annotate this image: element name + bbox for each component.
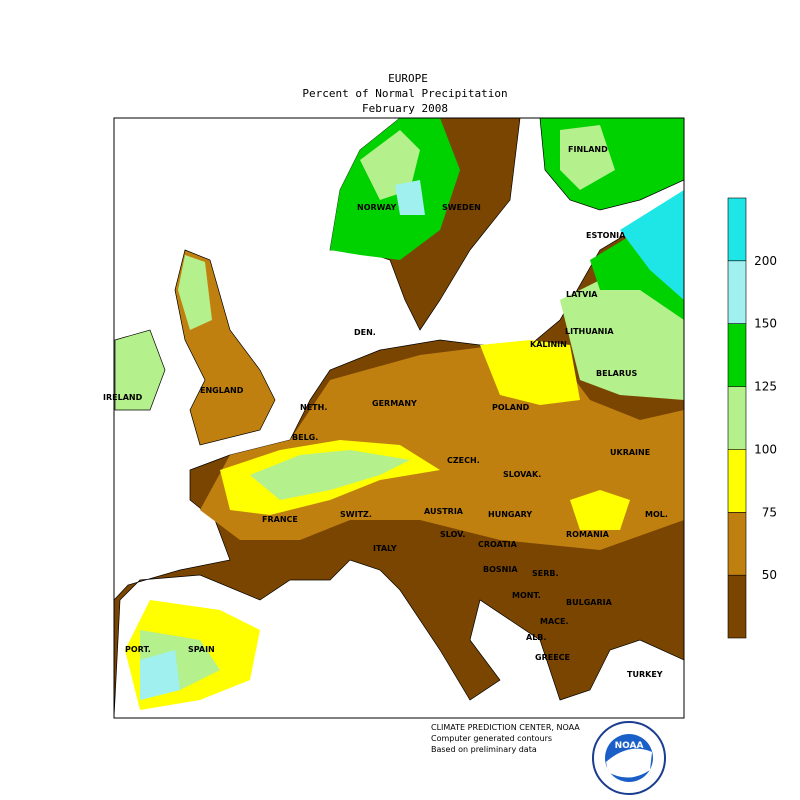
legend-label: 125 <box>754 380 777 394</box>
legend-band <box>728 323 746 387</box>
country-label: KALININ <box>530 340 567 349</box>
footer-line: Based on preliminary data <box>431 745 537 754</box>
subtitle: Percent of Normal Precipitation <box>302 87 507 100</box>
legend-label: 150 <box>754 317 777 331</box>
country-label: NETH. <box>300 403 327 412</box>
legend-band <box>728 260 746 324</box>
country-label: FINLAND <box>568 145 608 154</box>
footer-line: CLIMATE PREDICTION CENTER, NOAA <box>431 723 580 732</box>
country-label: SERB. <box>532 569 559 578</box>
country-label: MONT. <box>512 591 541 600</box>
country-label: FRANCE <box>262 515 298 524</box>
country-label: GERMANY <box>372 399 417 408</box>
country-label: ENGLAND <box>200 386 244 395</box>
country-label: LATVIA <box>566 290 598 299</box>
legend-band <box>728 198 746 261</box>
land-region <box>360 130 420 200</box>
map <box>114 118 684 718</box>
country-label: AUSTRIA <box>424 507 464 516</box>
legend-label: 100 <box>754 442 777 456</box>
country-label: SPAIN <box>188 645 215 654</box>
legend-label: 200 <box>754 254 777 268</box>
country-label: HUNGARY <box>488 510 532 519</box>
logo-text: NOAA <box>615 741 644 751</box>
date: February 2008 <box>362 102 448 115</box>
legend-band <box>728 386 746 450</box>
legend-band <box>728 449 746 513</box>
country-label: CROATIA <box>478 540 518 549</box>
legend-band <box>728 512 746 576</box>
land <box>114 329 166 411</box>
country-label: SWITZ. <box>340 510 372 519</box>
land-region <box>560 125 615 190</box>
title: EUROPE <box>388 72 428 85</box>
land-region <box>620 190 684 300</box>
land-region <box>178 255 212 330</box>
logo-bird <box>606 748 652 778</box>
country-label: MACE. <box>540 617 569 626</box>
country-label: SLOVAK. <box>503 470 541 479</box>
noaa-logo: NOAA <box>592 721 666 795</box>
country-label: POLAND <box>492 403 530 412</box>
country-label: CZECH. <box>447 456 480 465</box>
country-label: ITALY <box>373 544 397 553</box>
footer-line: Computer generated contours <box>431 734 552 743</box>
country-label: LITHUANIA <box>565 327 614 336</box>
country-label: BULGARIA <box>566 598 613 607</box>
country-label: ESTONIA <box>586 231 626 240</box>
country-label: MOL. <box>645 510 668 519</box>
land-region <box>480 340 580 405</box>
map-frame <box>113 117 685 719</box>
country-label: TURKEY <box>627 670 663 679</box>
country-label: ROMANIA <box>566 530 610 539</box>
land-region <box>140 650 180 700</box>
country-label: SLOV. <box>440 530 465 539</box>
legend: 50 75 100 125 150 200 <box>727 197 777 639</box>
country-label: GREECE <box>535 653 570 662</box>
country-label: BELARUS <box>596 369 638 378</box>
country-label: DEN. <box>354 328 376 337</box>
legend-band <box>728 575 746 638</box>
land-region <box>250 450 410 500</box>
legend-label: 50 <box>762 568 777 582</box>
country-label: IRELAND <box>103 393 143 402</box>
country-label: SWEDEN <box>442 203 481 212</box>
country-label: UKRAINE <box>610 448 650 457</box>
country-label: BELG. <box>292 433 318 442</box>
country-label: BOSNIA <box>483 565 518 574</box>
country-label: ALB. <box>526 633 546 642</box>
country-label: NORWAY <box>357 203 397 212</box>
legend-label: 75 <box>762 505 777 519</box>
land-region <box>395 180 425 215</box>
land-region <box>570 490 630 530</box>
legend-frame <box>727 197 747 639</box>
country-labels: NORWAY SWEDEN FINLAND ESTONIA LATVIA LIT… <box>103 145 668 679</box>
country-label: PORT. <box>125 645 151 654</box>
